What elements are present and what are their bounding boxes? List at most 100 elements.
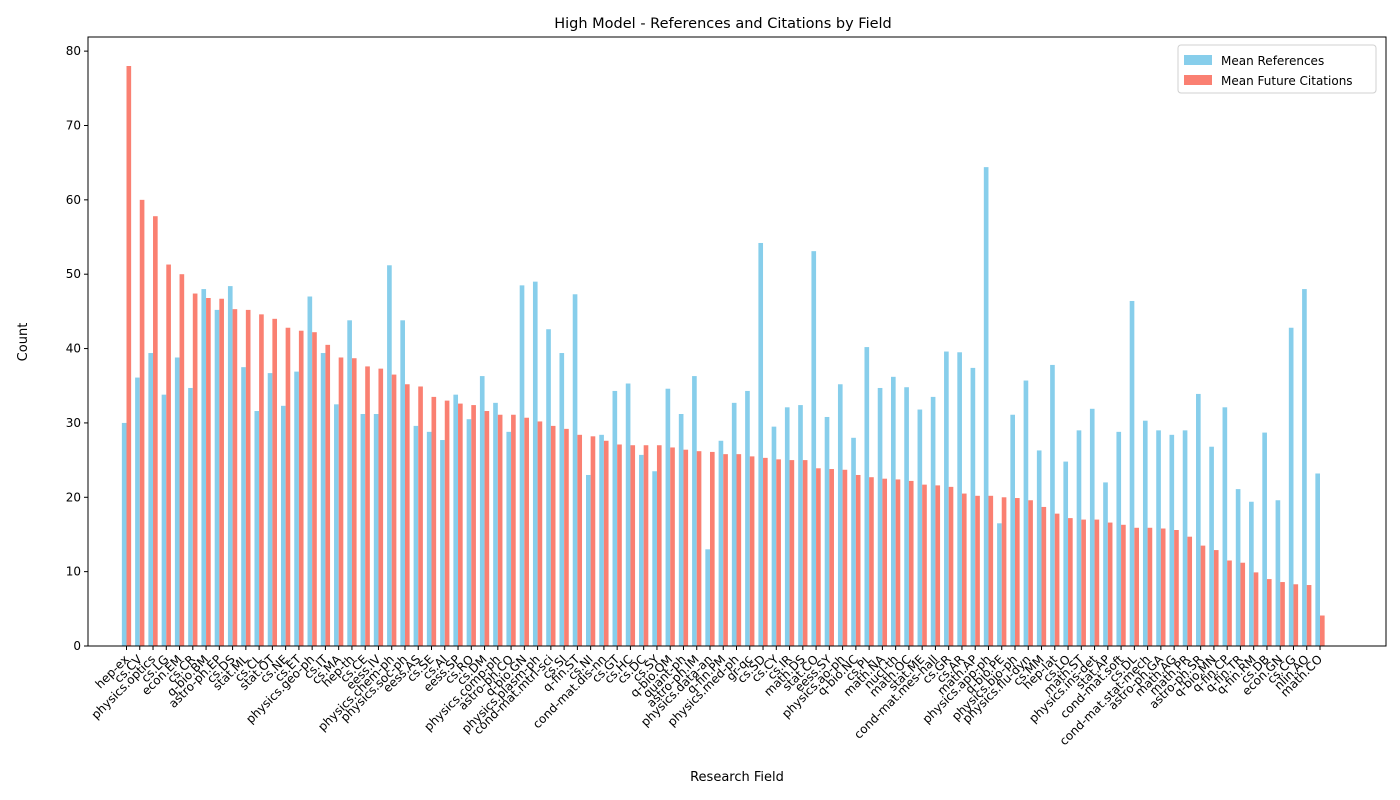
bar (1081, 519, 1086, 646)
bar (1107, 522, 1113, 646)
bar (1249, 501, 1254, 646)
bar (1089, 408, 1095, 646)
bar (837, 384, 843, 646)
bar (1182, 430, 1188, 646)
bar (135, 377, 140, 646)
bar (771, 426, 777, 646)
y-axis-label: Count (16, 323, 31, 362)
bar (1041, 506, 1047, 646)
bar (851, 437, 856, 646)
bar (325, 344, 331, 646)
bar (1306, 585, 1312, 646)
bar (413, 425, 419, 646)
bar (696, 451, 702, 646)
bar (471, 405, 476, 646)
bar (166, 264, 171, 646)
bar (351, 358, 357, 646)
bar (908, 480, 914, 646)
bar (824, 416, 830, 646)
bar (877, 387, 883, 646)
bar (272, 318, 278, 646)
bar (603, 440, 609, 646)
bar (625, 383, 631, 646)
bar (1266, 579, 1272, 646)
bar (444, 400, 450, 646)
bar (1054, 513, 1060, 646)
legend-swatch (1184, 55, 1212, 65)
bar (426, 431, 432, 646)
bar (466, 419, 472, 646)
bar (829, 469, 834, 646)
bar (1068, 518, 1073, 646)
bar (789, 460, 795, 646)
bar (961, 493, 967, 646)
bar (585, 474, 591, 646)
bar (948, 486, 954, 646)
y-tick-label: 80 (66, 44, 81, 58)
plot-frame (87, 36, 1387, 647)
bar (497, 414, 503, 646)
bar (1142, 420, 1148, 646)
bar (1187, 536, 1193, 646)
bar (917, 409, 923, 646)
bar (254, 411, 260, 646)
bar (259, 314, 264, 646)
bar (678, 414, 684, 646)
bar (1116, 431, 1122, 646)
bar (630, 445, 636, 646)
bar (1174, 530, 1179, 646)
bar (776, 459, 781, 646)
bar (612, 390, 618, 646)
bar (479, 376, 485, 646)
bar (1156, 430, 1161, 646)
bar (1320, 615, 1325, 646)
bar (139, 199, 145, 646)
bar (988, 495, 994, 646)
bar (1050, 364, 1055, 646)
bar (1262, 432, 1267, 646)
bar (418, 386, 423, 646)
bar (1222, 407, 1228, 646)
bar (153, 216, 158, 646)
bar (559, 353, 565, 646)
bar (904, 387, 909, 646)
bar (404, 384, 410, 646)
bar (307, 296, 313, 646)
y-tick-label: 70 (66, 118, 81, 132)
bar (338, 357, 344, 646)
bar (1063, 461, 1069, 646)
bar (670, 447, 675, 646)
bar (935, 485, 941, 646)
y-tick-label: 20 (66, 490, 81, 504)
bar (1169, 434, 1175, 646)
bar (1213, 550, 1219, 646)
bar (126, 66, 132, 646)
bar (1147, 527, 1153, 646)
bar (227, 286, 233, 646)
bar (546, 329, 551, 646)
bar (206, 298, 211, 646)
bar (975, 495, 980, 646)
x-axis-label: Research Field (690, 770, 784, 785)
bar (378, 368, 384, 646)
bar (1129, 300, 1135, 646)
bar (718, 440, 724, 646)
bar (1094, 519, 1100, 646)
bar (1315, 473, 1320, 646)
bar (652, 471, 657, 646)
bar (1280, 582, 1285, 646)
bar (267, 373, 273, 646)
bar (997, 523, 1002, 646)
bar (1196, 393, 1201, 646)
bar (617, 444, 622, 646)
y-tick-label: 50 (66, 267, 81, 281)
bar (1240, 562, 1246, 646)
y-tick-label: 0 (73, 639, 81, 653)
bar (1235, 489, 1241, 646)
bar (1023, 380, 1029, 646)
bar (1134, 527, 1139, 646)
bar (895, 479, 901, 646)
chart-title: High Model - References and Citations by… (554, 16, 892, 32)
bar (798, 405, 803, 646)
